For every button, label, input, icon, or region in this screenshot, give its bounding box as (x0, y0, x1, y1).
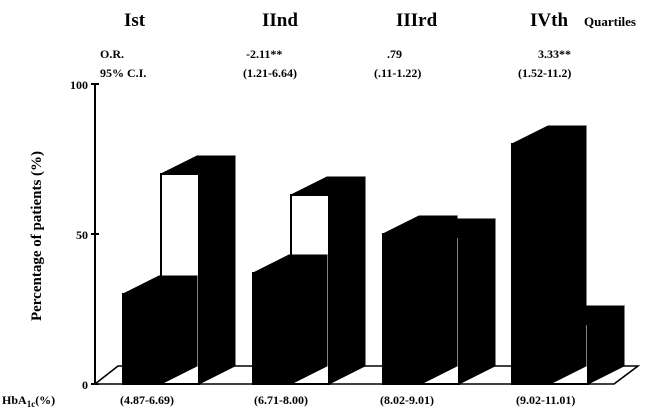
hba1c-range-2: (6.71-8.00) (254, 393, 308, 407)
y-tick-label-50: 50 (76, 228, 88, 242)
conf-interval-2: (1.21-6.64) (243, 66, 297, 80)
odds-ratio-4: 3.33** (538, 47, 571, 61)
y-tick-label-0: 0 (82, 378, 88, 392)
quartile-label-2: IInd (262, 10, 298, 31)
conf-interval-4: (1.52-11.2) (518, 66, 571, 80)
bar-q2-series1 (252, 254, 328, 385)
bar-q4-series1 (511, 125, 587, 385)
quartiles-suffix: Quartiles (584, 14, 636, 29)
bar-q1-series1 (122, 275, 198, 385)
quartile-label-4: IVth (530, 10, 568, 31)
odds-ratio-2: -2.11** (246, 47, 282, 61)
hba1c-range-3: (8.02-9.01) (380, 393, 434, 407)
or-row-label: O.R. (100, 47, 124, 61)
quartile-label-1: Ist (124, 10, 146, 31)
y-axis-label: Percentage of patients (%) (29, 151, 45, 321)
hba1c-range-1: (4.87-6.69) (120, 393, 174, 407)
bar-q3-series1 (382, 215, 458, 385)
conf-interval-3: (.11-1.22) (374, 66, 421, 80)
odds-ratio-3: .79 (387, 47, 402, 61)
bars-group (122, 125, 625, 385)
x-axis-label: HbA1c(%) (2, 393, 55, 409)
ci-row-label: 95% C.I. (100, 66, 146, 80)
y-tick-label-100: 100 (70, 78, 88, 92)
quartile-label-3: IIIrd (396, 10, 438, 31)
hba1c-range-4: (9.02-11.01) (516, 393, 575, 407)
